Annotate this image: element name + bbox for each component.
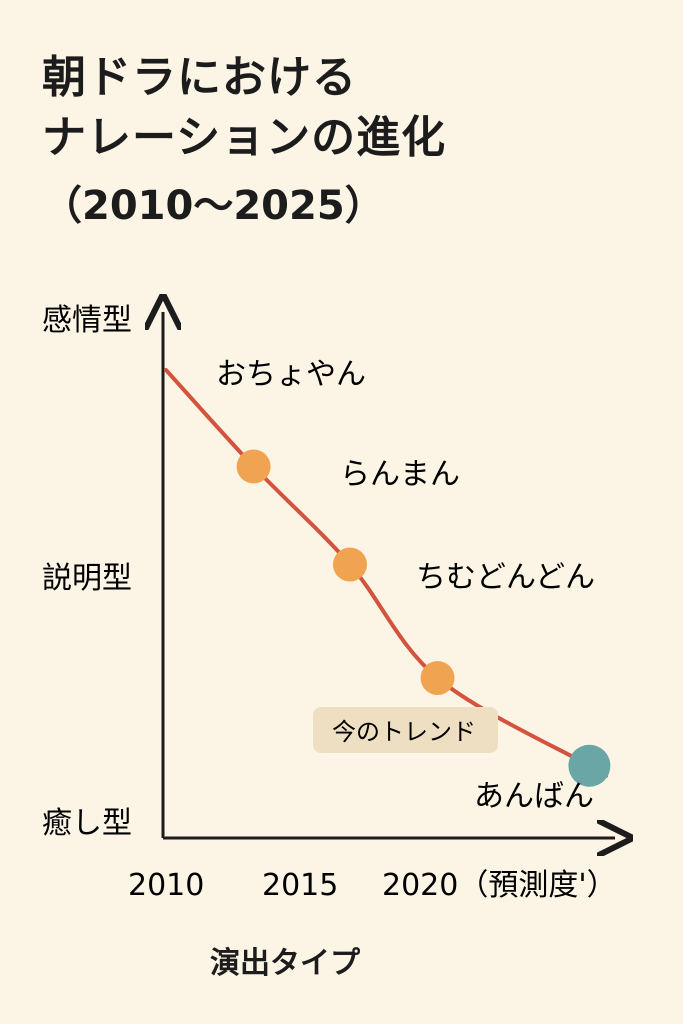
data-point-label: あんばん xyxy=(474,779,594,814)
annotation-label: 今のトレンド xyxy=(332,718,476,746)
x-tick-label: 2020（預測度'） xyxy=(382,868,617,903)
data-point xyxy=(421,661,455,695)
y-tick-label: 感情型 xyxy=(42,303,132,338)
data-point xyxy=(333,548,367,582)
data-point-label: らんまん xyxy=(340,457,460,492)
y-tick-label: 癒し型 xyxy=(42,806,132,841)
x-tick-label: 2015 xyxy=(262,868,338,903)
x-axis-title: 演出タイプ xyxy=(210,938,360,982)
data-point xyxy=(237,449,271,483)
data-point-label: ちむどんどん xyxy=(416,560,595,595)
x-tick-label: 2010 xyxy=(128,868,204,903)
y-tick-label: 説明型 xyxy=(42,561,132,596)
data-point-label: おちょやん xyxy=(216,357,366,392)
